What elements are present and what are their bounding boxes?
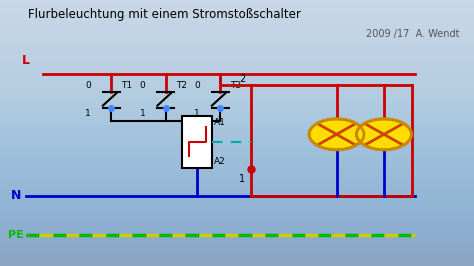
- Text: 1: 1: [239, 174, 246, 184]
- Bar: [182, 116, 212, 168]
- Text: T3: T3: [230, 81, 241, 90]
- Text: 2: 2: [239, 74, 246, 84]
- Text: 0: 0: [85, 81, 91, 90]
- Text: N: N: [10, 189, 21, 202]
- Text: L: L: [22, 53, 30, 66]
- Text: 1: 1: [85, 109, 91, 118]
- Circle shape: [356, 119, 411, 150]
- Text: 1: 1: [140, 109, 146, 118]
- Text: A1: A1: [214, 118, 226, 127]
- Text: T2: T2: [176, 81, 187, 90]
- Text: 2009 /17  A. Wendt: 2009 /17 A. Wendt: [366, 29, 460, 39]
- Text: A2: A2: [214, 157, 226, 166]
- Text: 1: 1: [194, 109, 200, 118]
- Text: T1: T1: [121, 81, 132, 90]
- Text: 0: 0: [194, 81, 200, 90]
- Text: PE: PE: [8, 230, 24, 240]
- Text: 0: 0: [140, 81, 146, 90]
- Circle shape: [309, 119, 364, 150]
- Text: Flurbeleuchtung mit einem Stromstoßschalter: Flurbeleuchtung mit einem Stromstoßschal…: [28, 8, 301, 21]
